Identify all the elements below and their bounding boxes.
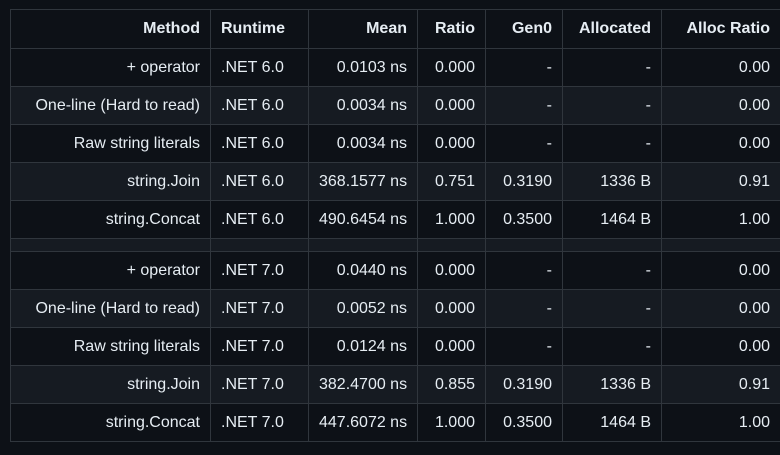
cell-method: One-line (Hard to read) (10, 86, 211, 125)
cell-allocated: - (562, 327, 662, 366)
separator-cell (562, 238, 662, 252)
cell-ratio: 0.000 (417, 327, 486, 366)
separator-cell (210, 238, 309, 252)
table-row: One-line (Hard to read) .NET 7.0 0.0052 … (10, 289, 780, 328)
cell-mean: 0.0124 ns (308, 327, 418, 366)
cell-gen0: - (485, 86, 563, 125)
cell-runtime: .NET 7.0 (210, 403, 309, 442)
cell-gen0: - (485, 327, 563, 366)
cell-gen0: 0.3500 (485, 200, 563, 239)
cell-ratio: 1.000 (417, 403, 486, 442)
separator-cell (10, 238, 211, 252)
cell-alloc-ratio: 1.00 (661, 403, 780, 442)
cell-gen0: - (485, 289, 563, 328)
cell-mean: 447.6072 ns (308, 403, 418, 442)
cell-alloc-ratio: 0.00 (661, 124, 780, 163)
cell-runtime: .NET 7.0 (210, 289, 309, 328)
table-row: string.Concat .NET 6.0 490.6454 ns 1.000… (10, 200, 780, 239)
cell-alloc-ratio: 1.00 (661, 200, 780, 239)
cell-ratio: 0.000 (417, 289, 486, 328)
cell-gen0: 0.3190 (485, 162, 563, 201)
cell-method: string.Join (10, 162, 211, 201)
cell-runtime: .NET 7.0 (210, 327, 309, 366)
table-row: string.Join .NET 6.0 368.1577 ns 0.751 0… (10, 162, 780, 201)
cell-mean: 0.0034 ns (308, 124, 418, 163)
table-header-row: Method Runtime Mean Ratio Gen0 Allocated… (10, 9, 780, 49)
benchmark-table-container: Method Runtime Mean Ratio Gen0 Allocated… (10, 9, 780, 442)
cell-gen0: - (485, 124, 563, 163)
column-header-alloc-ratio: Alloc Ratio (661, 9, 780, 49)
cell-ratio: 0.000 (417, 251, 486, 290)
cell-mean: 490.6454 ns (308, 200, 418, 239)
cell-alloc-ratio: 0.00 (661, 327, 780, 366)
cell-runtime: .NET 6.0 (210, 124, 309, 163)
cell-allocated: - (562, 86, 662, 125)
cell-runtime: .NET 6.0 (210, 162, 309, 201)
table-row: Raw string literals .NET 6.0 0.0034 ns 0… (10, 124, 780, 163)
cell-runtime: .NET 6.0 (210, 86, 309, 125)
table-row: One-line (Hard to read) .NET 6.0 0.0034 … (10, 86, 780, 125)
cell-alloc-ratio: 0.91 (661, 162, 780, 201)
cell-runtime: .NET 6.0 (210, 200, 309, 239)
cell-mean: 0.0103 ns (308, 48, 418, 87)
table-row: string.Join .NET 7.0 382.4700 ns 0.855 0… (10, 365, 780, 404)
cell-method: string.Join (10, 365, 211, 404)
separator-cell (485, 238, 563, 252)
cell-allocated: 1464 B (562, 200, 662, 239)
separator-cell (661, 238, 780, 252)
cell-method: One-line (Hard to read) (10, 289, 211, 328)
table-row: string.Concat .NET 7.0 447.6072 ns 1.000… (10, 403, 780, 442)
cell-mean: 0.0440 ns (308, 251, 418, 290)
cell-allocated: - (562, 251, 662, 290)
separator-cell (308, 238, 418, 252)
column-header-ratio: Ratio (417, 9, 486, 49)
cell-alloc-ratio: 0.00 (661, 86, 780, 125)
cell-gen0: - (485, 251, 563, 290)
separator-cell (417, 238, 486, 252)
cell-mean: 368.1577 ns (308, 162, 418, 201)
cell-gen0: - (485, 48, 563, 87)
cell-ratio: 0.751 (417, 162, 486, 201)
cell-allocated: 1464 B (562, 403, 662, 442)
cell-ratio: 0.000 (417, 48, 486, 87)
cell-allocated: - (562, 124, 662, 163)
table-row: Raw string literals .NET 7.0 0.0124 ns 0… (10, 327, 780, 366)
cell-mean: 0.0034 ns (308, 86, 418, 125)
table-row: + operator .NET 6.0 0.0103 ns 0.000 - - … (10, 48, 780, 87)
cell-method: + operator (10, 48, 211, 87)
column-header-method: Method (10, 9, 211, 49)
column-header-mean: Mean (308, 9, 418, 49)
cell-ratio: 0.000 (417, 124, 486, 163)
benchmark-results-table: Method Runtime Mean Ratio Gen0 Allocated… (10, 9, 780, 442)
cell-runtime: .NET 6.0 (210, 48, 309, 87)
cell-method: Raw string literals (10, 327, 211, 366)
table-separator-row (10, 238, 780, 252)
cell-gen0: 0.3190 (485, 365, 563, 404)
cell-allocated: - (562, 48, 662, 87)
column-header-gen0: Gen0 (485, 9, 563, 49)
column-header-allocated: Allocated (562, 9, 662, 49)
table-row: + operator .NET 7.0 0.0440 ns 0.000 - - … (10, 251, 780, 290)
cell-mean: 0.0052 ns (308, 289, 418, 328)
cell-method: string.Concat (10, 403, 211, 442)
cell-allocated: 1336 B (562, 162, 662, 201)
cell-method: string.Concat (10, 200, 211, 239)
cell-method: + operator (10, 251, 211, 290)
column-header-runtime: Runtime (210, 9, 309, 49)
cell-ratio: 1.000 (417, 200, 486, 239)
cell-alloc-ratio: 0.00 (661, 289, 780, 328)
cell-method: Raw string literals (10, 124, 211, 163)
cell-allocated: 1336 B (562, 365, 662, 404)
cell-allocated: - (562, 289, 662, 328)
cell-ratio: 0.855 (417, 365, 486, 404)
cell-gen0: 0.3500 (485, 403, 563, 442)
cell-alloc-ratio: 0.00 (661, 48, 780, 87)
cell-runtime: .NET 7.0 (210, 365, 309, 404)
cell-mean: 382.4700 ns (308, 365, 418, 404)
cell-runtime: .NET 7.0 (210, 251, 309, 290)
cell-alloc-ratio: 0.00 (661, 251, 780, 290)
cell-ratio: 0.000 (417, 86, 486, 125)
cell-alloc-ratio: 0.91 (661, 365, 780, 404)
